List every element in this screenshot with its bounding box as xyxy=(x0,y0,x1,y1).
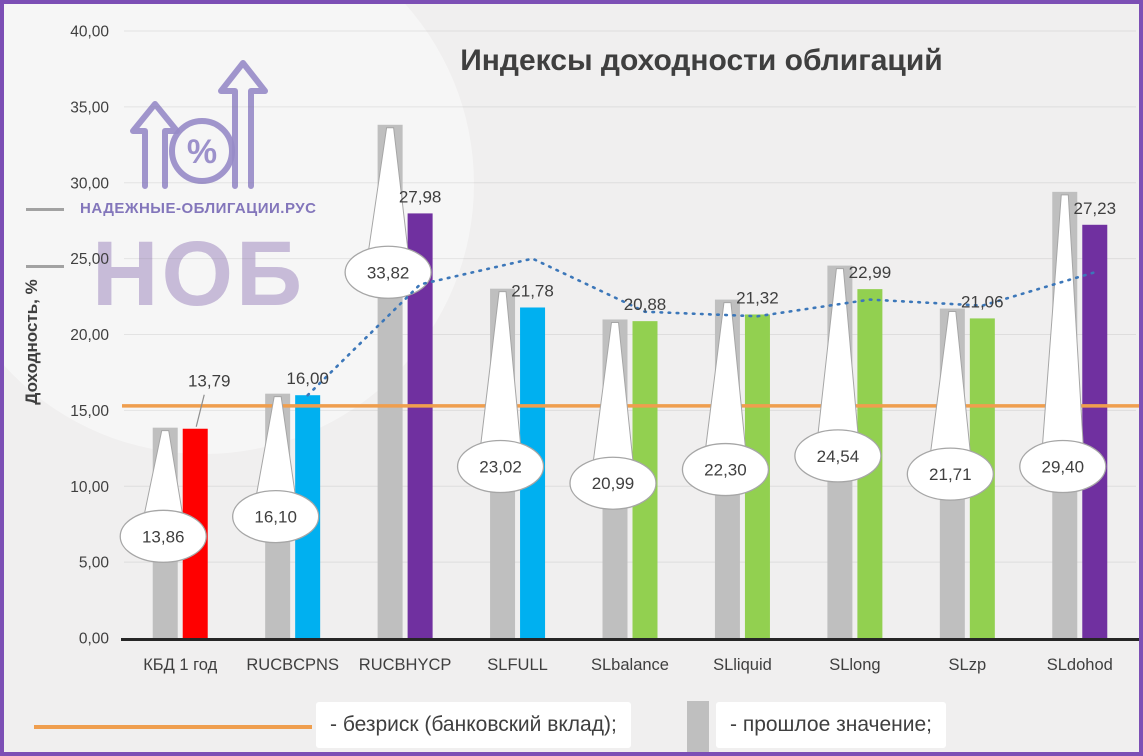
category-label: RUCBHYCP xyxy=(359,656,452,674)
watermark-site-name: НАДЕЖНЫЕ-ОБЛИГАЦИИ.РУС xyxy=(80,200,317,217)
current-value-label: 16,00 xyxy=(286,369,329,388)
callout-bubble xyxy=(1019,439,1107,494)
category-label: SLliquid xyxy=(713,656,772,674)
watermark-dash xyxy=(26,208,64,211)
percent-circle-icon xyxy=(169,118,235,184)
callout-pointer xyxy=(703,302,747,459)
callout-bubble xyxy=(232,489,320,544)
current-value-label: 21,06 xyxy=(961,292,1004,311)
callout-bubble xyxy=(681,442,770,497)
callout-bubble xyxy=(569,456,657,510)
y-tick-label: 15,00 xyxy=(70,403,109,420)
y-tick-label: 10,00 xyxy=(70,479,109,496)
y-tick-label: 30,00 xyxy=(70,175,109,192)
past-value-label: 16,10 xyxy=(254,508,297,527)
category-label: SLbalance xyxy=(591,656,669,674)
current-value-label: 27,98 xyxy=(399,187,442,206)
percent-icon: % xyxy=(187,133,217,171)
current-value-label: 22,99 xyxy=(849,263,892,282)
category-label: SLlong xyxy=(829,656,880,674)
callout-pointer xyxy=(816,268,860,445)
y-tick-label: 5,00 xyxy=(79,555,110,572)
y-tick-label: 35,00 xyxy=(70,99,109,116)
callout-pointer xyxy=(1041,194,1085,456)
bar-chart: 0,00 5,00 10,00 15,00 20,00 25,00 30,00 35,00 40… xyxy=(70,24,1139,674)
legend-past-bar-swatch xyxy=(687,701,709,752)
callout-bubble xyxy=(344,245,432,299)
growth-arrow-tall-icon xyxy=(218,60,268,189)
y-tick-label: 0,00 xyxy=(79,631,110,648)
past-value-label: 13,86 xyxy=(142,527,185,546)
category-label: SLzp xyxy=(949,656,987,674)
category-label: SLFULL xyxy=(487,656,548,674)
watermark-abbr: НОБ xyxy=(92,223,306,325)
chart-title: Индексы доходности облигаций xyxy=(460,44,943,77)
past-value-label: 29,40 xyxy=(1042,458,1085,477)
past-value-label: 24,54 xyxy=(817,447,860,466)
y-axis-title: Доходность, % xyxy=(22,279,41,405)
past-value-label: 21,71 xyxy=(929,465,972,484)
callout-bubble xyxy=(456,439,545,494)
value-labels: 13,79 16,00 27,98 21,78 20,88 21,32 22,99 21,06… xyxy=(188,187,1117,427)
callout-pointer xyxy=(478,291,523,456)
watermark-logo: % xyxy=(130,60,268,189)
x-axis-labels: КБД 1 год RUCBCPNS RUCBHYCP SLFULL SLbalance… xyxy=(143,656,1113,674)
y-tick-label: 25,00 xyxy=(70,251,109,268)
current-value-label: 27,23 xyxy=(1074,199,1117,218)
y-axis: 0,00 5,00 10,00 15,00 20,00 25,00 30,00 35,00 40… xyxy=(70,24,1136,648)
legend-past-label: - прошлое значение; xyxy=(716,702,946,748)
current-value-label: 21,32 xyxy=(736,288,779,307)
callout-bubble xyxy=(794,429,882,483)
callout-bubble xyxy=(119,509,207,563)
legend-riskfree-label: - безриск (банковский вклад); xyxy=(316,702,631,748)
past-value-label: 23,02 xyxy=(479,458,522,477)
bar-current-SLdohod xyxy=(1082,224,1108,639)
past-value-label: 33,82 xyxy=(367,263,410,282)
past-value-label: 20,99 xyxy=(592,474,635,493)
watermark-dash xyxy=(26,265,64,268)
label-leader-line xyxy=(195,394,205,427)
callout-pointer xyxy=(591,321,635,472)
y-tick-label: 40,00 xyxy=(70,24,109,41)
current-value-label: 13,79 xyxy=(188,372,231,391)
category-label: КБД 1 год xyxy=(143,656,217,674)
legend-riskfree-line-swatch xyxy=(34,725,312,729)
callouts: 13,86 16,10 33,82 23,02 20,99 22,30 24,54 21,71… xyxy=(119,127,1107,563)
trend-dotted-line xyxy=(306,257,1097,397)
current-value-label: 21,78 xyxy=(511,281,554,300)
current-value-label: 20,88 xyxy=(624,295,667,314)
past-value-label: 22,30 xyxy=(704,461,747,480)
y-tick-label: 20,00 xyxy=(70,327,109,344)
callout-bubble xyxy=(906,447,994,501)
callout-pointer xyxy=(254,396,298,506)
growth-arrow-small-icon xyxy=(130,101,180,189)
category-label: RUCBCPNS xyxy=(246,656,339,674)
category-label: SLdohod xyxy=(1047,656,1113,674)
